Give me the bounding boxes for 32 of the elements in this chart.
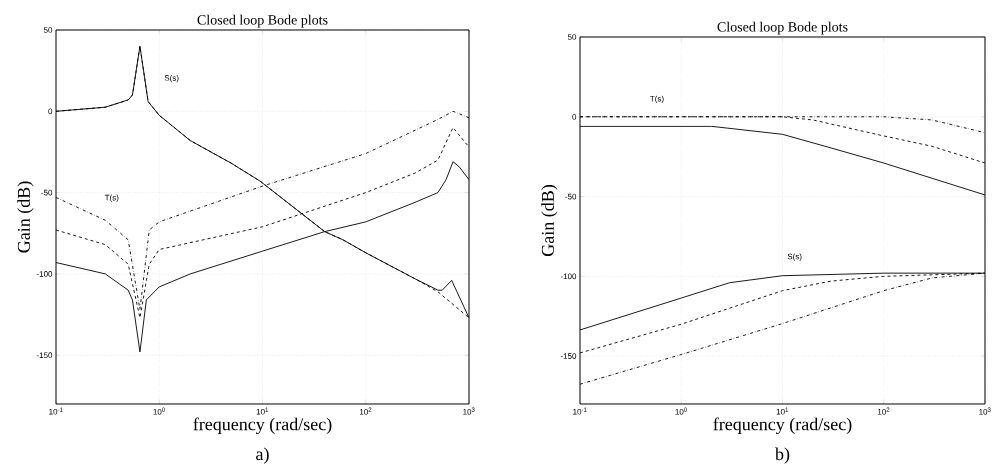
y-tick-label: -50 [565,193,577,200]
x-tick-label: 10$^{3}$ [463,407,475,415]
x-tick-label: 10$^{0}$ [675,407,687,415]
y-tick-label: 0 [572,113,577,120]
chart-title: Closed loop Bode plots [197,14,328,28]
chart-title: Closed loop Bode plots [717,21,848,35]
y-tick-label: -50 [41,189,53,196]
x-tick-label: 10$^{0}$ [153,407,165,415]
x-tick-label: 10$^{-1}$ [49,407,63,415]
y-tick-label: 50 [567,34,577,40]
text: a) [256,447,269,464]
y-axis-title: Gain (dB) [17,181,34,253]
y-tick-label: -150 [36,352,53,359]
annotation: T(s) [650,95,664,104]
x-axis-title: frequency (rad/sec) [193,417,332,435]
y-axis-title: Gain (dB) [541,185,558,256]
y-tick-label: 0 [48,108,53,115]
x-tick-label: 10$^{2}$ [360,407,372,415]
annotation: S(s) [164,74,179,83]
x-tick-label: 10$^{2}$ [877,407,890,415]
y-tick-label: -100 [560,273,577,280]
annotation: T(s) [104,194,119,203]
x-tick-label: 10$^{1}$ [776,407,789,415]
x-axis-title: frequency (rad/sec) [713,417,852,435]
x-tick-label: 10$^{-1}$ [573,407,587,415]
x-tick-label: 10$^{3}$ [979,407,991,415]
x-tick-label: 10$^{1}$ [256,407,269,415]
y-tick-label: -150 [560,353,577,359]
y-tick-label: -100 [36,271,53,277]
annotation: S(s) [787,253,802,261]
text: b) [775,447,790,464]
y-tick-label: 50 [43,27,53,33]
